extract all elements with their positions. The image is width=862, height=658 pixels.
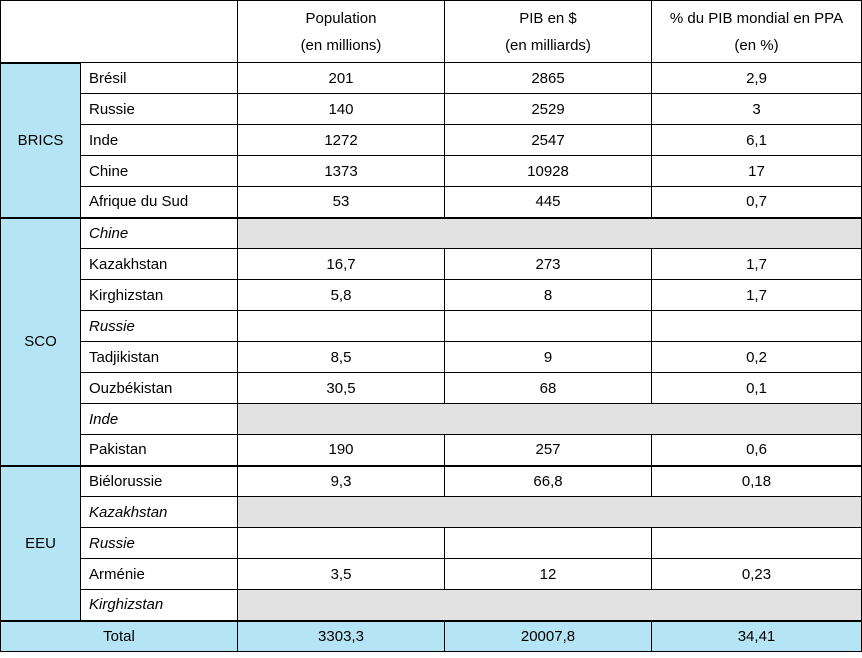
- shaded-empty-cell: [237, 217, 862, 249]
- shaded-empty-cell: [237, 403, 862, 435]
- total-ppa: 34,41: [651, 619, 862, 652]
- ppa-cell: 0,2: [651, 341, 862, 373]
- table-row: SCO Chine: [0, 216, 862, 467]
- ppa-cell: 0,6: [651, 434, 862, 467]
- ppa-cell: [651, 310, 862, 342]
- table-row: Kirghizstan 5,8 8 1,7: [1, 279, 862, 311]
- shaded-empty-cell: [237, 496, 862, 528]
- group-label-sco: SCO: [0, 216, 81, 467]
- header-ppa: % du PIB mondial en PPA (en %): [651, 0, 862, 63]
- ppa-cell: 1,7: [651, 279, 862, 311]
- table-row: Arménie 3,5 12 0,23: [1, 558, 862, 590]
- total-pib: 20007,8: [444, 619, 652, 652]
- pib-cell: 10928: [444, 155, 652, 187]
- table-row: Russie: [1, 310, 862, 342]
- country-cell: Russie: [80, 310, 238, 342]
- ppa-cell: 0,1: [651, 372, 862, 404]
- country-cell: Kirghizstan: [80, 279, 238, 311]
- country-cell: Ouzbékistan: [80, 372, 238, 404]
- pib-cell: 68: [444, 372, 652, 404]
- country-cell: Kazakhstan: [80, 496, 238, 528]
- population-cell: 201: [237, 62, 445, 94]
- population-cell: 140: [237, 93, 445, 125]
- population-cell: 8,5: [237, 341, 445, 373]
- pib-cell: 445: [444, 186, 652, 219]
- country-cell: Pakistan: [80, 434, 238, 467]
- table-row: Chine 1373 10928 17: [1, 155, 862, 187]
- table-row: Russie 140 2529 3: [1, 93, 862, 125]
- pib-cell: 66,8: [444, 465, 652, 497]
- pib-cell: 257: [444, 434, 652, 467]
- country-cell: Kirghizstan: [80, 589, 238, 621]
- ppa-cell: 1,7: [651, 248, 862, 280]
- group-label-eeu: EEU: [0, 464, 81, 622]
- ppa-cell: 2,9: [651, 62, 862, 94]
- table-row: Afrique du Sud 53 445 0,7: [1, 186, 862, 219]
- population-cell: 190: [237, 434, 445, 467]
- pib-cell: 8: [444, 279, 652, 311]
- table-row: Inde: [1, 403, 862, 435]
- country-cell: Inde: [80, 124, 238, 156]
- table-row: EEU Biélorussie 9,3 66,8 0,18: [0, 464, 862, 622]
- country-cell: Chine: [80, 217, 238, 249]
- population-cell: 1272: [237, 124, 445, 156]
- pib-cell: 2547: [444, 124, 652, 156]
- table-row: BRICS Brésil 201 2865 2,9: [0, 61, 862, 219]
- population-cell: 3,5: [237, 558, 445, 590]
- pib-cell: 2865: [444, 62, 652, 94]
- pib-cell: [444, 527, 652, 559]
- country-cell: Russie: [80, 527, 238, 559]
- shaded-empty-cell: [237, 589, 862, 621]
- country-cell: Afrique du Sud: [80, 186, 238, 219]
- country-cell: Kazakhstan: [80, 248, 238, 280]
- pib-cell: [444, 310, 652, 342]
- pib-cell: 9: [444, 341, 652, 373]
- ppa-cell: 0,23: [651, 558, 862, 590]
- population-cell: 1373: [237, 155, 445, 187]
- header-row: Population (en millions) PIB en $ (en mi…: [0, 0, 862, 63]
- table-row: Inde 1272 2547 6,1: [1, 124, 862, 156]
- table-row: Russie: [1, 527, 862, 559]
- country-cell: Inde: [80, 403, 238, 435]
- total-label: Total: [0, 619, 238, 652]
- country-cell: Brésil: [80, 62, 238, 94]
- table-row: Kazakhstan 16,7 273 1,7: [1, 248, 862, 280]
- pib-cell: 12: [444, 558, 652, 590]
- table-row: Kirghizstan: [1, 589, 862, 621]
- group-label-brics: BRICS: [0, 61, 81, 219]
- country-cell: Arménie: [80, 558, 238, 590]
- population-cell: 16,7: [237, 248, 445, 280]
- country-cell: Chine: [80, 155, 238, 187]
- pib-cell: 2529: [444, 93, 652, 125]
- ppa-cell: 6,1: [651, 124, 862, 156]
- population-cell: 30,5: [237, 372, 445, 404]
- population-cell: 9,3: [237, 465, 445, 497]
- table-row: Pakistan 190 257 0,6: [1, 434, 862, 467]
- ppa-cell: 0,18: [651, 465, 862, 497]
- ppa-cell: 17: [651, 155, 862, 187]
- population-cell: [237, 310, 445, 342]
- population-cell: [237, 527, 445, 559]
- ppa-cell: [651, 527, 862, 559]
- country-cell: Russie: [80, 93, 238, 125]
- ppa-cell: 0,7: [651, 186, 862, 219]
- table-row: Kazakhstan: [1, 496, 862, 528]
- ppa-cell: 3: [651, 93, 862, 125]
- total-row: Total 3303,3 20007,8 34,41: [0, 619, 862, 652]
- header-population: Population (en millions): [237, 0, 445, 63]
- country-cell: Biélorussie: [80, 465, 238, 497]
- population-cell: 53: [237, 186, 445, 219]
- table-row: Ouzbékistan 30,5 68 0,1: [1, 372, 862, 404]
- country-cell: Tadjikistan: [80, 341, 238, 373]
- total-population: 3303,3: [237, 619, 445, 652]
- header-pib: PIB en $ (en milliards): [444, 0, 652, 63]
- table-row: Tadjikistan 8,5 9 0,2: [1, 341, 862, 373]
- header-empty-cell: [0, 0, 238, 63]
- population-cell: 5,8: [237, 279, 445, 311]
- pib-cell: 273: [444, 248, 652, 280]
